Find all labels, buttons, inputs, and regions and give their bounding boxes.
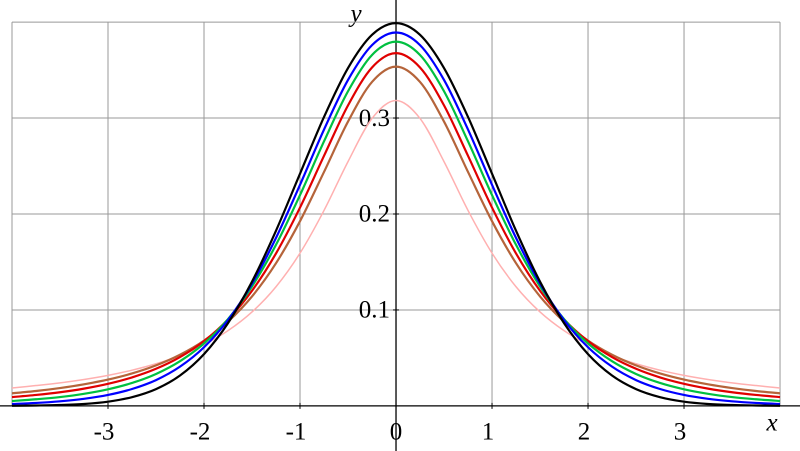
y-tick-label: 0.2 <box>359 201 390 228</box>
x-tick-label: -2 <box>190 419 211 446</box>
y-axis-label: y <box>347 1 362 28</box>
x-tick-label: 2 <box>578 419 591 446</box>
x-tick-label: 1 <box>482 419 495 446</box>
y-tick-label: 0.1 <box>359 297 390 324</box>
x-tick-label: 0 <box>390 419 403 446</box>
x-tick-label: -1 <box>286 419 307 446</box>
curve <box>11 40 781 403</box>
x-tick-label: 3 <box>674 419 687 446</box>
curve <box>11 99 781 389</box>
curve <box>11 65 781 395</box>
curve <box>11 22 781 407</box>
curve <box>11 52 781 399</box>
curve <box>11 31 781 406</box>
x-tick-label: -3 <box>94 419 115 446</box>
x-axis-label: x <box>765 410 777 437</box>
y-tick-label: 0.3 <box>359 105 390 132</box>
